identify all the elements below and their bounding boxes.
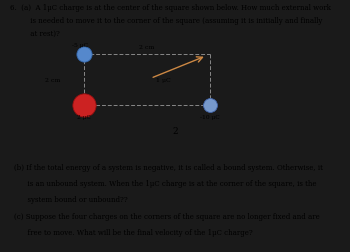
Text: 1 μC: 1 μC: [156, 78, 170, 83]
Text: 2 μC: 2 μC: [77, 115, 91, 120]
Point: [207, 104, 213, 108]
Text: system bound or unbound??: system bound or unbound??: [14, 196, 128, 204]
Text: is an unbound system. When the 1μC charge is at the corner of the square, is the: is an unbound system. When the 1μC charg…: [14, 179, 316, 187]
Text: 2 cm: 2 cm: [139, 44, 155, 49]
Text: 2 cm: 2 cm: [45, 78, 60, 83]
Text: 2: 2: [172, 127, 178, 136]
Text: (b) If the total energy of a system is negative, it is called a bound system. Ot: (b) If the total energy of a system is n…: [14, 163, 323, 171]
Point: [81, 53, 87, 57]
Text: at rest)?: at rest)?: [10, 30, 60, 38]
Text: 6.  (a)  A 1μC charge is at the center of the square shown below. How much exter: 6. (a) A 1μC charge is at the center of …: [10, 4, 331, 12]
Text: (c) Suppose the four charges on the corners of the square are no longer fixed an: (c) Suppose the four charges on the corn…: [14, 212, 320, 220]
Text: -10 μC: -10 μC: [200, 115, 220, 120]
Text: free to move. What will be the final velocity of the 1μC charge?: free to move. What will be the final vel…: [14, 228, 253, 236]
Text: is needed to move it to the corner of the square (assuming it is initially and f: is needed to move it to the corner of th…: [10, 17, 323, 25]
Point: [81, 104, 87, 108]
Text: -5 μC: -5 μC: [72, 43, 89, 48]
